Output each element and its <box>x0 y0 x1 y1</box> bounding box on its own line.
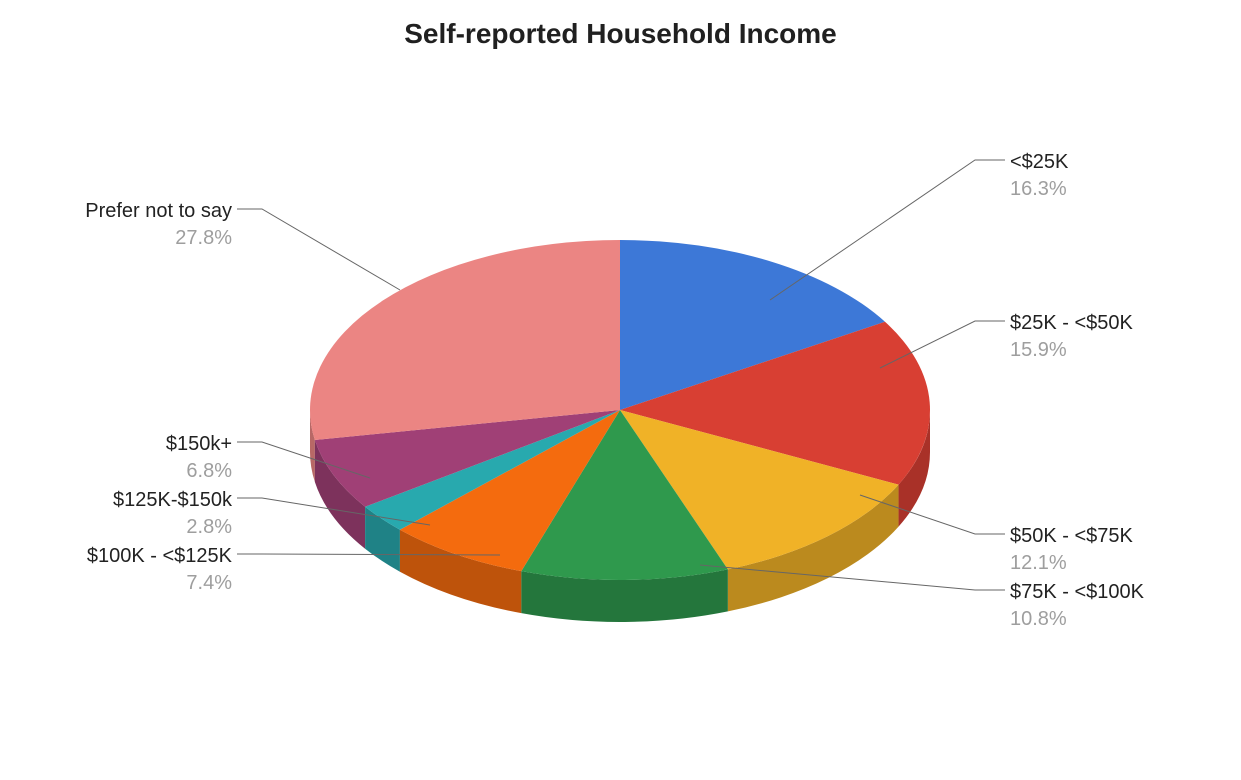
slice-percent: 10.8% <box>1010 608 1067 630</box>
slice-percent: 7.4% <box>186 572 232 594</box>
slice-label: $125K-$150k <box>113 489 233 511</box>
slice-percent: 12.1% <box>1010 552 1067 574</box>
slice-label: $100K - <$125K <box>87 545 233 567</box>
slice-label: $25K - <$50K <box>1010 312 1134 334</box>
slice-percent: 16.3% <box>1010 178 1067 200</box>
slice-label: Prefer not to say <box>85 200 232 222</box>
slice-label: $75K - <$100K <box>1010 581 1145 603</box>
slice-percent: 27.8% <box>175 227 232 249</box>
slice-percent: 15.9% <box>1010 339 1067 361</box>
slice-label: $150k+ <box>166 433 232 455</box>
slice-label: <$25K <box>1010 151 1069 173</box>
slice-percent: 2.8% <box>186 516 232 538</box>
slice-label: $50K - <$75K <box>1010 525 1134 547</box>
income-pie-chart: <$25K 16.3% $25K - <$50K 15.9% $50K - <$75K 1… <box>0 0 1241 780</box>
pie-slice <box>310 240 620 440</box>
slice-percent: 6.8% <box>186 460 232 482</box>
